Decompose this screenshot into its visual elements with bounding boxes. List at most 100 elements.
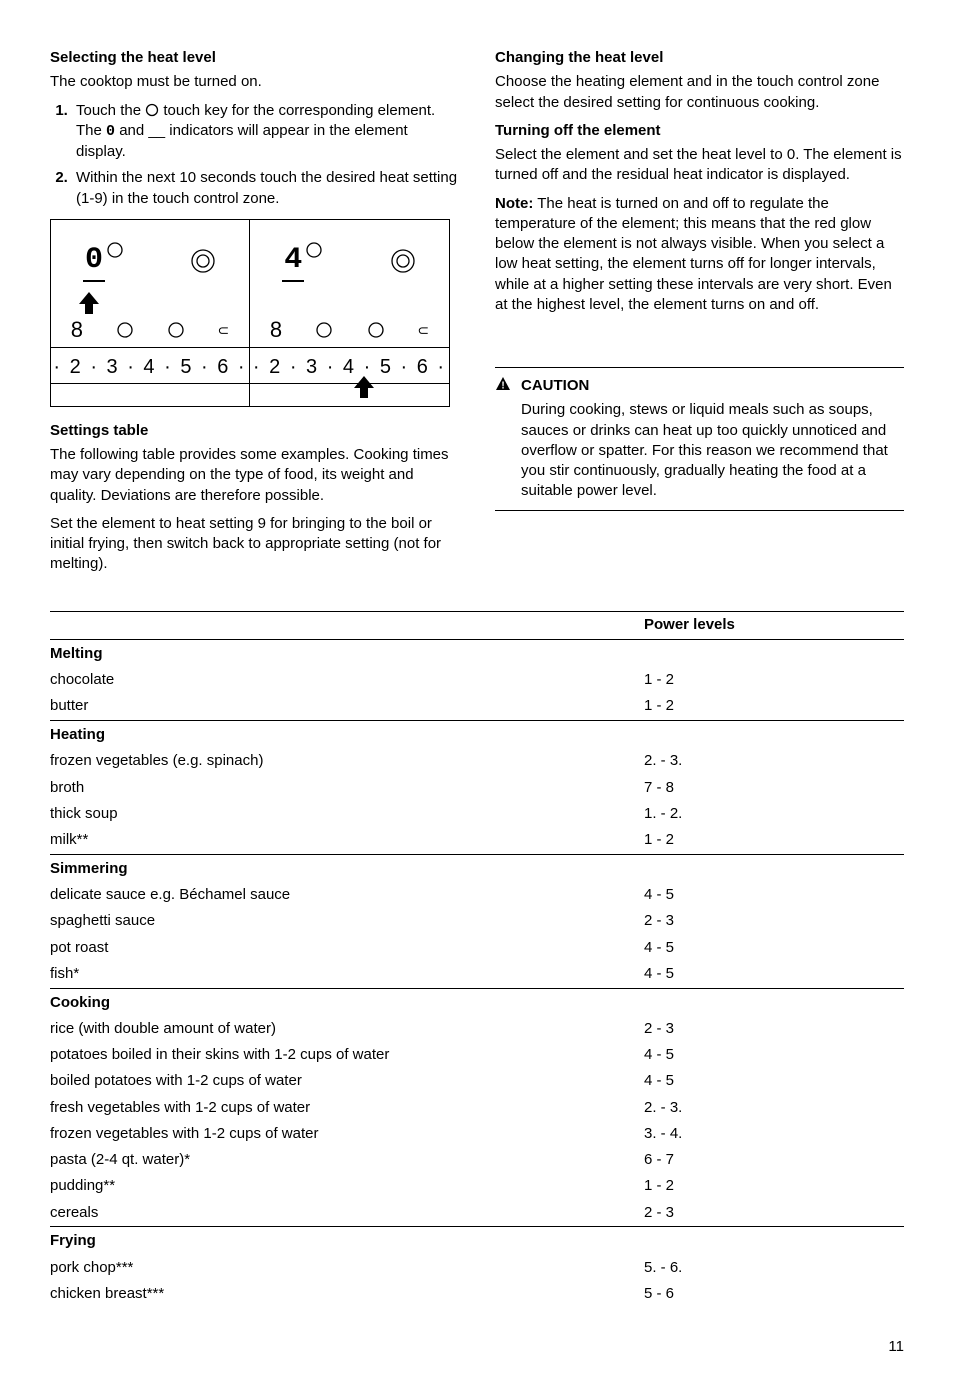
burner-icon xyxy=(366,320,386,340)
text-cooktop-on: The cooktop must be turned on. xyxy=(50,72,459,92)
table-level: 5. - 6. xyxy=(644,1255,904,1281)
table-item: frozen vegetables with 1-2 cups of water xyxy=(50,1121,644,1147)
scale-row: · 2 · 3 · 4 · 5 · 6 · xyxy=(250,348,449,384)
settings-table-note: Set the element to heat setting 9 for br… xyxy=(50,514,459,575)
table-row: spaghetti sauce2 - 3 xyxy=(50,908,904,934)
burner-large-icon xyxy=(389,247,417,275)
table-level: 1 - 2 xyxy=(644,827,904,853)
note-label: Note: xyxy=(495,195,533,212)
table-row: fresh vegetables with 1-2 cups of water2… xyxy=(50,1095,904,1121)
table-level: 1 - 2 xyxy=(644,1173,904,1199)
table-row: pasta (2-4 qt. water)*6 - 7 xyxy=(50,1147,904,1173)
table-header-power: Power levels xyxy=(644,612,904,639)
control-diagram: 0 8 ⊂ · 2 · 3 · 4 · xyxy=(50,219,459,407)
settings-table-intro: The following table provides some exampl… xyxy=(50,445,459,506)
caution-box: ! CAUTION During cooking, stews or liqui… xyxy=(495,367,904,511)
burner-icon xyxy=(314,320,334,340)
scale-row: · 2 · 3 · 4 · 5 · 6 · xyxy=(51,348,249,384)
table-item: pork chop*** xyxy=(50,1255,644,1281)
table-row: thick soup1. - 2. xyxy=(50,801,904,827)
table-item: fish* xyxy=(50,961,644,987)
heading-settings-table: Settings table xyxy=(50,421,459,441)
table-item: spaghetti sauce xyxy=(50,908,644,934)
changing-heat-text: Choose the heating element and in the to… xyxy=(495,72,904,113)
table-row: chicken breast***5 - 6 xyxy=(50,1281,904,1307)
table-level: 1 - 2 xyxy=(644,667,904,693)
table-item: thick soup xyxy=(50,801,644,827)
display-digit-left: 0 xyxy=(83,240,105,283)
heading-turning-off: Turning off the element xyxy=(495,121,904,141)
table-level: 7 - 8 xyxy=(644,775,904,801)
table-item: pudding** xyxy=(50,1173,644,1199)
warning-triangle-icon: ! xyxy=(495,376,511,396)
table-item: potatoes boiled in their skins with 1-2 … xyxy=(50,1042,644,1068)
heading-selecting-heat: Selecting the heat level xyxy=(50,48,459,68)
step-1: Touch the touch key for the correspondin… xyxy=(72,101,459,163)
note-paragraph: Note: The heat is turned on and off to r… xyxy=(495,194,904,316)
table-level: 2 - 3 xyxy=(644,1200,904,1226)
edge-digit: 8 xyxy=(270,315,282,345)
table-item: broth xyxy=(50,775,644,801)
table-row: fish*4 - 5 xyxy=(50,961,904,987)
arrow-up-icon xyxy=(354,376,374,398)
table-level: 4 - 5 xyxy=(644,1068,904,1094)
burner-small-icon xyxy=(304,240,324,260)
right-column: Changing the heat level Choose the heati… xyxy=(495,48,904,583)
caution-body: During cooking, stews or liquid meals su… xyxy=(521,400,904,501)
table-category: Heating xyxy=(50,721,904,749)
heading-changing-heat: Changing the heat level xyxy=(495,48,904,68)
edge-icon: ⊂ xyxy=(417,321,429,340)
table-category: Simmering xyxy=(50,854,904,882)
table-item: boiled potatoes with 1-2 cups of water xyxy=(50,1068,644,1094)
table-row: boiled potatoes with 1-2 cups of water4 … xyxy=(50,1068,904,1094)
table-row: cereals2 - 3 xyxy=(50,1200,904,1226)
table-row: butter1 - 2 xyxy=(50,693,904,719)
table-category-row: Heating xyxy=(50,721,904,749)
table-row: frozen vegetables (e.g. spinach)2. - 3. xyxy=(50,748,904,774)
table-item: milk** xyxy=(50,827,644,853)
table-row: milk**1 - 2 xyxy=(50,827,904,853)
table-header-blank xyxy=(50,612,644,639)
table-level: 1. - 2. xyxy=(644,801,904,827)
table-row: frozen vegetables with 1-2 cups of water… xyxy=(50,1121,904,1147)
arrow-up-icon xyxy=(79,292,99,314)
table-item: fresh vegetables with 1-2 cups of water xyxy=(50,1095,644,1121)
table-category-row: Frying xyxy=(50,1227,904,1255)
table-row: rice (with double amount of water)2 - 3 xyxy=(50,1016,904,1042)
burner-small-icon xyxy=(105,240,125,260)
table-level: 6 - 7 xyxy=(644,1147,904,1173)
table-level: 4 - 5 xyxy=(644,1042,904,1068)
table-level: 3. - 4. xyxy=(644,1121,904,1147)
table-row: pudding**1 - 2 xyxy=(50,1173,904,1199)
diagram-panel-right: 4 8 ⊂ · 2 · 3 · 4 · 5 · 6 · xyxy=(250,219,450,407)
table-level: 2. - 3. xyxy=(644,748,904,774)
table-item: butter xyxy=(50,693,644,719)
edge-digit: 8 xyxy=(71,315,83,345)
table-level: 4 - 5 xyxy=(644,935,904,961)
svg-text:!: ! xyxy=(501,381,504,392)
table-level: 2. - 3. xyxy=(644,1095,904,1121)
edge-icon: ⊂ xyxy=(218,321,230,340)
step-2: Within the next 10 seconds touch the des… xyxy=(72,168,459,209)
table-item: pasta (2-4 qt. water)* xyxy=(50,1147,644,1173)
display-digit-right: 4 xyxy=(282,240,304,283)
table-category-row: Cooking xyxy=(50,988,904,1016)
diagram-panel-left: 0 8 ⊂ · 2 · 3 · 4 · xyxy=(50,219,250,407)
table-category-row: Melting xyxy=(50,639,904,667)
table-row: potatoes boiled in their skins with 1-2 … xyxy=(50,1042,904,1068)
table-category: Melting xyxy=(50,639,904,667)
table-category: Cooking xyxy=(50,988,904,1016)
circle-icon xyxy=(145,103,159,117)
table-item: cereals xyxy=(50,1200,644,1226)
steps-list: Touch the touch key for the correspondin… xyxy=(50,101,459,209)
segment-zero-icon: 0 xyxy=(106,123,115,140)
page-number: 11 xyxy=(50,1337,904,1357)
table-row: chocolate1 - 2 xyxy=(50,667,904,693)
table-row: broth7 - 8 xyxy=(50,775,904,801)
table-level: 4 - 5 xyxy=(644,882,904,908)
burner-large-icon xyxy=(189,247,217,275)
table-row: pot roast4 - 5 xyxy=(50,935,904,961)
table-level: 5 - 6 xyxy=(644,1281,904,1307)
turning-off-text: Select the element and set the heat leve… xyxy=(495,145,904,186)
left-column: Selecting the heat level The cooktop mus… xyxy=(50,48,459,583)
